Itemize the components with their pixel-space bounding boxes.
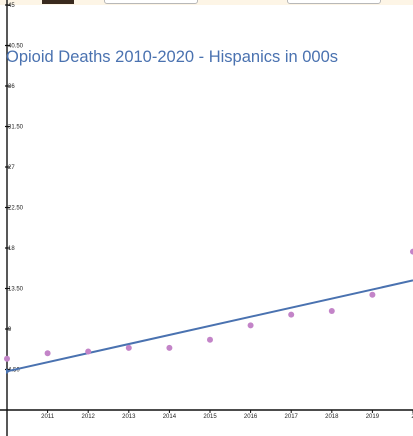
y-tick-label: 22.50 [8,206,24,212]
y-tick-label: 9 [8,327,12,333]
data-point [207,336,213,343]
data-point [44,350,51,357]
y-tick-label: 31.50 [8,125,24,131]
x-tick-label: 2019 [366,414,380,420]
x-tick-label: 2014 [163,414,177,420]
trendline [6,279,413,373]
x-tick-label: 2011 [41,414,55,420]
x-tick-label: 2 [411,414,413,420]
data-point [247,322,254,329]
data-point [288,311,295,318]
y-tick-label: 45 [8,3,15,9]
x-tick-label: 2016 [244,414,258,420]
y-tick-label: 36 [8,84,15,90]
y-tick-label: 18 [8,246,15,252]
x-tick-label: 2017 [285,414,299,420]
data-point [125,344,132,351]
y-tick-label: 27 [8,165,15,171]
toolbar-field-left[interactable] [104,0,198,4]
top-toolbar-strip [0,0,413,5]
y-tick-label: 40.50 [8,44,24,50]
data-point [369,291,376,298]
x-tick-label: 2013 [122,414,136,420]
x-tick-label: 2012 [82,414,96,420]
trendline-start-marker [6,368,10,375]
x-axis-ticks: 2011 2012 2013 2014 2015 2016 2017 2018 2019 2 [41,410,413,420]
data-point [85,348,92,355]
data-point [328,308,335,314]
chart-title: Opioid Deaths 2010-2020 - Hispanics in 0… [6,48,339,66]
y-tick-label: 13.50 [8,287,24,293]
trendline-group [6,279,413,375]
toolbar-field-right[interactable] [287,0,381,4]
data-point [410,248,413,255]
data-points [4,248,413,362]
x-tick-label: 2015 [203,414,217,420]
data-point [166,344,173,351]
x-tick-label: 2018 [325,414,339,420]
data-point [4,355,10,362]
toolbar-dark-block [42,0,74,4]
